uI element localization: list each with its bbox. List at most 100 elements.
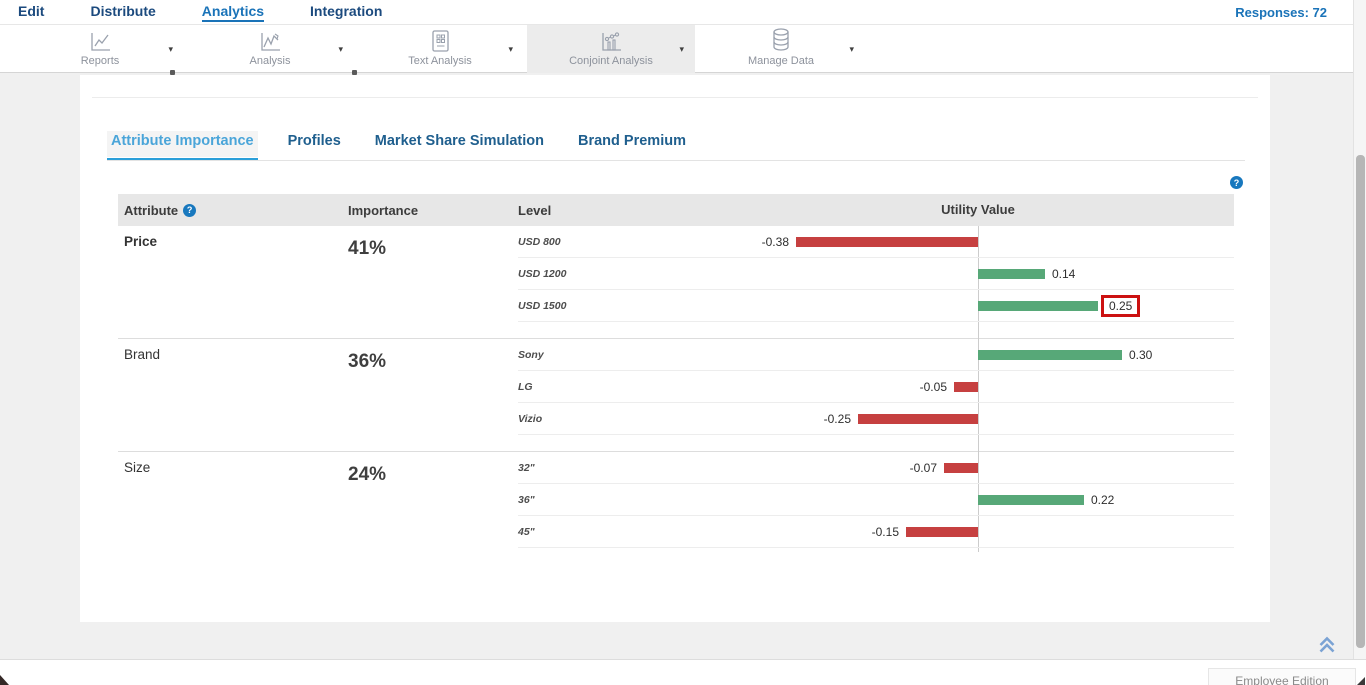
zero-axis-line <box>978 226 979 552</box>
dropdown-caret-icon[interactable]: ▾ <box>168 44 173 54</box>
utility-bar <box>978 495 1084 505</box>
importance-value: 24% <box>348 464 387 485</box>
menu-item-edit[interactable]: Edit <box>18 2 45 19</box>
scroll-to-top-button[interactable] <box>1314 632 1340 658</box>
toolbar-button-analysis[interactable]: Analysis ▾ <box>186 25 354 73</box>
dropdown-caret-icon[interactable]: ▾ <box>338 44 343 54</box>
level-label: Sony <box>518 348 544 361</box>
utility-bar <box>944 463 978 473</box>
level-row: Vizio -0.25 <box>518 403 1234 435</box>
importance-value: 36% <box>348 351 387 372</box>
level-row: 45" -0.15 <box>518 516 1234 548</box>
menu-item-integration[interactable]: Integration <box>310 2 383 19</box>
toolbar-button-conjoint-analysis[interactable]: Conjoint Analysis ▾ <box>527 25 695 73</box>
clipped-heading-remnant <box>170 70 175 75</box>
analysis-chart-icon <box>257 31 283 53</box>
tab-profiles[interactable]: Profiles <box>287 133 341 149</box>
toolbar-button-reports[interactable]: Reports ▾ <box>16 25 184 73</box>
dropdown-caret-icon[interactable]: ▾ <box>849 44 854 54</box>
reports-chart-icon <box>87 31 113 53</box>
clipped-heading-remnant <box>352 70 357 75</box>
dropdown-caret-icon[interactable]: ▾ <box>508 44 513 54</box>
toolbar-button-label: Analysis <box>249 55 291 67</box>
utility-bar <box>796 237 978 247</box>
level-label: Vizio <box>518 412 543 425</box>
level-row: USD 800 -0.38 <box>518 226 1234 258</box>
cursor-artifact <box>0 675 9 685</box>
toolbar-button-label: Manage Data <box>747 55 815 67</box>
importance-column-header: Importance <box>348 202 419 218</box>
utility-value-label: -0.38 <box>761 234 789 249</box>
analytics-toolbar: Reports ▾ Analysis ▾ Text Analysis ▾ Conjoint … <box>0 25 1353 73</box>
level-label: 36" <box>518 493 535 506</box>
footer-bar <box>0 659 1366 685</box>
utility-value-label: 0.30 <box>1129 347 1153 362</box>
tab-brand-premium[interactable]: Brand Premium <box>578 133 686 149</box>
chart-help-icon[interactable]: ? <box>1230 176 1243 189</box>
levels-list: Sony 0.30 LG -0.05 Vizio -0.25 <box>518 339 1234 435</box>
cursor-artifact <box>1357 677 1365 685</box>
level-row: LG -0.05 <box>518 371 1234 403</box>
database-icon <box>769 28 793 53</box>
tab-attribute-importance[interactable]: Attribute Importance <box>107 131 258 161</box>
level-row: Sony 0.30 <box>518 339 1234 371</box>
utility-bar <box>954 382 978 392</box>
utility-value-label: -0.15 <box>871 524 899 539</box>
utility-bar <box>978 269 1045 279</box>
level-column-header: Level Utility Value <box>518 202 1234 218</box>
utility-value-label: -0.05 <box>919 379 947 394</box>
level-label: USD 1500 <box>518 299 567 312</box>
menu-item-analytics[interactable]: Analytics <box>201 3 265 22</box>
level-row: 36" 0.22 <box>518 484 1234 516</box>
scrollbar-thumb[interactable] <box>1356 155 1365 648</box>
menu-item-distribute[interactable]: Distribute <box>90 2 156 19</box>
utility-bar <box>906 527 978 537</box>
utility-value-column-header: Utility Value <box>941 202 1015 217</box>
menu-bar: Edit Distribute Analytics Integration Respo… <box>0 0 1353 25</box>
levels-list: USD 800 -0.38 USD 1200 0.14 USD 1500 0.25 <box>518 226 1234 322</box>
utility-bar <box>978 350 1122 360</box>
toolbar-button-manage-data[interactable]: Manage Data ▾ <box>697 25 865 73</box>
attribute-name: Price <box>124 234 158 249</box>
scrollbar-track[interactable] <box>1353 0 1366 659</box>
toolbar-button-label: Text Analysis <box>408 55 472 67</box>
edition-badge: Employee Edition <box>1208 668 1356 685</box>
tabs-underline <box>107 160 1245 161</box>
double-chevron-up-icon <box>1319 636 1335 653</box>
dropdown-caret-icon[interactable]: ▾ <box>679 44 684 54</box>
attribute-importance-table: Attribute ? Importance Level Utility Val… <box>118 194 1234 564</box>
attribute-group-brand: Brand 36% Sony 0.30 LG -0.05 Vizio -0.25 <box>118 338 1234 451</box>
conjoint-tabs: Attribute Importance Profiles Market Share… <box>107 131 690 161</box>
attribute-header-label: Attribute <box>124 202 179 218</box>
utility-bar <box>978 301 1098 311</box>
card-divider <box>92 97 1258 98</box>
level-label: 32" <box>518 461 535 474</box>
table-body: Price 41% USD 800 -0.38 USD 1200 0.14 USD 1500… <box>118 226 1234 564</box>
level-row: 32" -0.07 <box>518 452 1234 484</box>
level-label: USD 1200 <box>518 267 567 280</box>
level-label: LG <box>518 380 533 393</box>
utility-value-label: 0.14 <box>1052 266 1076 281</box>
level-label: 45" <box>518 525 535 538</box>
levels-list: 32" -0.07 36" 0.22 45" -0.15 <box>518 452 1234 548</box>
attribute-name: Size <box>124 460 151 475</box>
table-header-row: Attribute ? Importance Level Utility Val… <box>118 194 1234 226</box>
level-row: USD 1500 0.25 <box>518 290 1234 322</box>
utility-value-label: 0.22 <box>1091 492 1115 507</box>
utility-bar <box>858 414 978 424</box>
attribute-column-header: Attribute ? <box>118 203 348 218</box>
level-label: USD 800 <box>518 235 561 248</box>
toolbar-button-text-analysis[interactable]: Text Analysis ▾ <box>356 25 524 73</box>
responses-count[interactable]: Responses: 72 <box>1235 4 1327 20</box>
tab-market-share-simulation[interactable]: Market Share Simulation <box>374 133 544 149</box>
attribute-group-price: Price 41% USD 800 -0.38 USD 1200 0.14 USD 1500… <box>118 226 1234 338</box>
toolbar-button-label: Reports <box>80 55 120 67</box>
conjoint-analysis-icon <box>598 31 624 53</box>
utility-value-label: -0.25 <box>823 411 851 426</box>
level-header-label: Level <box>518 202 552 218</box>
utility-value-label: -0.07 <box>909 460 937 475</box>
attribute-help-icon[interactable]: ? <box>183 203 197 217</box>
content-card: Attribute Importance Profiles Market Share… <box>80 70 1270 622</box>
text-analysis-icon <box>429 30 451 53</box>
level-row: USD 1200 0.14 <box>518 258 1234 290</box>
